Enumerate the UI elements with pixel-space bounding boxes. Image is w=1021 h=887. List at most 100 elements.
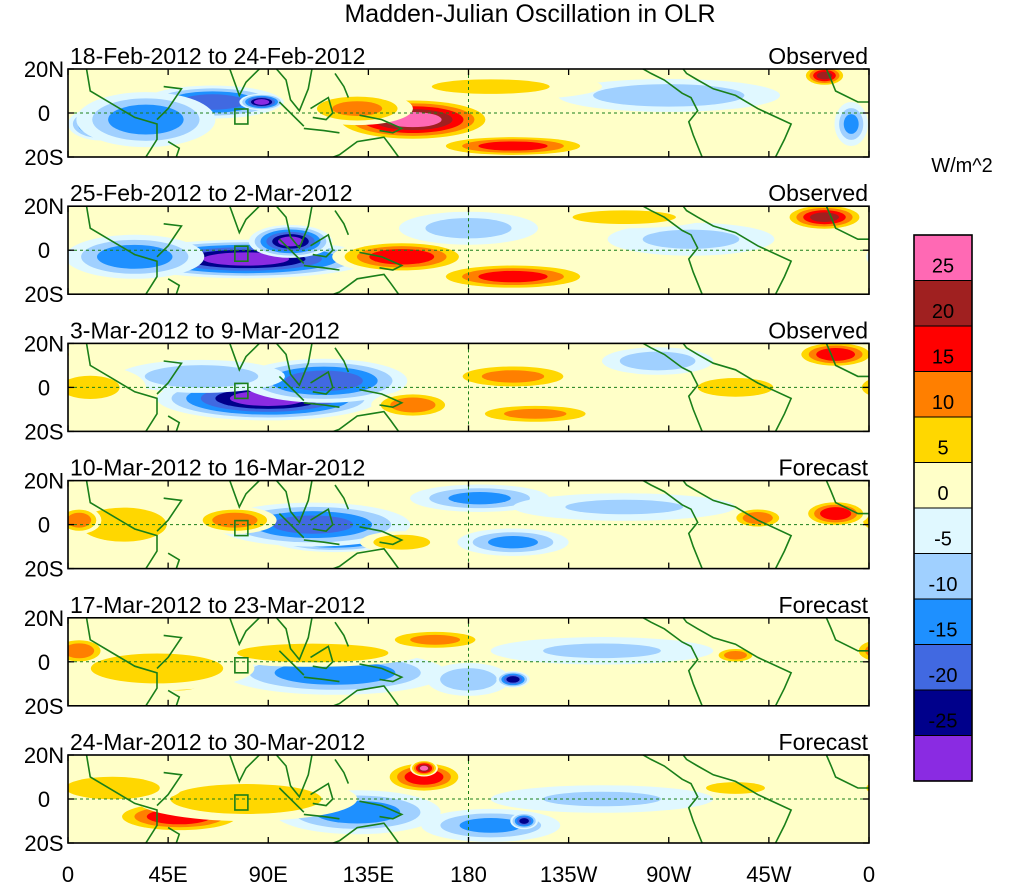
olr-anomaly-blob xyxy=(382,760,466,794)
y-tick-label: 0 xyxy=(38,513,50,538)
olr-anomaly-blob xyxy=(513,493,736,521)
panel-kind-label: Observed xyxy=(768,180,868,206)
coastlines xyxy=(85,755,869,843)
americas-west-coast xyxy=(641,617,703,706)
java-coast xyxy=(303,402,340,408)
olr-anomaly-blob xyxy=(410,759,438,777)
horn-of-africa-coast xyxy=(156,360,183,395)
y-tick-label: 20S xyxy=(24,694,63,719)
x-tick-label: 45E xyxy=(149,862,188,887)
panel-period-label: 17-Mar-2012 to 23-Mar-2012 xyxy=(70,592,365,618)
coastlines xyxy=(85,617,869,706)
java-coast xyxy=(303,127,340,134)
panel-kind-label: Forecast xyxy=(779,455,869,481)
colorbar-level-label: -20 xyxy=(929,665,958,687)
y-tick-label: 0 xyxy=(38,375,50,400)
y-tick-label: 0 xyxy=(38,238,50,263)
olr-anomaly-blob xyxy=(802,69,847,87)
africa-coast xyxy=(85,69,158,157)
olr-anomaly-blob xyxy=(802,499,869,528)
indochina-coast xyxy=(275,69,313,113)
maldives-box xyxy=(234,245,249,262)
colorbar-level-label: 15 xyxy=(932,347,954,369)
panel-kind-label: Observed xyxy=(768,317,868,343)
americas-west-coast xyxy=(641,343,703,432)
india-coast xyxy=(228,617,261,647)
y-tick-label: 0 xyxy=(38,650,50,675)
borneo-coast xyxy=(310,782,334,807)
coastlines xyxy=(85,480,869,569)
java-coast xyxy=(303,264,340,271)
olr-anomaly-blob xyxy=(398,211,539,245)
olr-anomaly-blob xyxy=(490,637,714,665)
new-guinea-coast xyxy=(359,800,404,820)
y-tick-label: 20N xyxy=(24,606,64,631)
philippines-coast xyxy=(334,210,350,236)
y-tick-label: 20S xyxy=(24,419,63,444)
indochina-coast xyxy=(275,480,313,524)
colorbar-swatch xyxy=(913,689,973,736)
west-africa-coast xyxy=(825,343,869,378)
olr-anomaly-blob xyxy=(782,206,867,231)
borneo-coast xyxy=(310,370,334,395)
panel-period-label: 24-Mar-2012 to 30-Mar-2012 xyxy=(70,729,365,755)
australia-coast xyxy=(331,273,400,295)
y-tick-label: 20S xyxy=(24,145,63,170)
olr-anomaly-blob xyxy=(360,531,444,554)
colorbar-swatch xyxy=(913,462,973,509)
americas-east-coast xyxy=(682,755,793,843)
borneo-coast xyxy=(310,233,334,258)
maldives-box xyxy=(234,794,249,811)
sumatra-coast xyxy=(278,101,305,127)
australia-coast xyxy=(331,136,400,157)
americas-east-coast xyxy=(682,343,793,432)
olr-anomaly-blob xyxy=(602,347,714,375)
philippines-coast xyxy=(334,72,350,98)
africa-coast xyxy=(85,343,158,432)
x-tick-label: 90E xyxy=(249,862,288,887)
colorbar-level-label: 20 xyxy=(932,301,954,323)
panel-1: 20N 0 20S 18-Feb-2012 to 24-Feb-2012 Observe… xyxy=(24,43,870,170)
panel-period-label: 25-Feb-2012 to 2-Mar-2012 xyxy=(70,180,353,206)
indochina-coast xyxy=(275,755,313,799)
colorbar-level-label: -25 xyxy=(929,711,958,733)
maldives-box xyxy=(234,656,249,674)
x-tick-label: 0 xyxy=(863,862,875,887)
india-coast xyxy=(228,206,261,235)
sumatra-coast xyxy=(278,513,305,539)
americas-west-coast xyxy=(641,206,703,295)
olr-anomaly-blob xyxy=(557,78,780,112)
y-tick-label: 20N xyxy=(24,743,64,768)
y-tick-label: 20N xyxy=(24,57,64,82)
panel-kind-label: Forecast xyxy=(779,592,869,618)
borneo-coast xyxy=(310,96,334,121)
y-tick-label: 20N xyxy=(24,194,64,219)
maldives-box xyxy=(234,382,249,400)
indochina-coast xyxy=(275,343,313,387)
new-guinea-coast xyxy=(359,251,404,271)
americas-west-coast xyxy=(641,69,703,157)
olr-anomaly-blob xyxy=(429,135,597,157)
americas-east-coast xyxy=(682,480,793,569)
west-africa-coast xyxy=(825,755,869,789)
india-coast xyxy=(228,69,261,98)
colorbar-level-label: 10 xyxy=(932,392,954,414)
horn-of-africa-coast xyxy=(156,223,183,258)
x-axis: 0 45E 90E 135E 180 135W 90W 45W 0 xyxy=(62,862,875,887)
new-guinea-coast xyxy=(359,663,404,683)
indochina-coast xyxy=(275,617,313,662)
sumatra-coast xyxy=(278,650,305,676)
y-tick-label: 0 xyxy=(38,101,50,126)
colorbar-swatch xyxy=(913,280,973,327)
coastlines xyxy=(85,343,869,432)
africa-coast xyxy=(85,480,158,569)
panel-period-label: 3-Mar-2012 to 9-Mar-2012 xyxy=(70,317,340,343)
olr-anomaly-blob xyxy=(248,224,333,258)
west-africa-coast xyxy=(825,480,869,515)
west-africa-coast xyxy=(825,617,869,652)
madagascar-coast xyxy=(167,278,181,295)
horn-of-africa-coast xyxy=(156,497,183,532)
olr-anomaly-blob xyxy=(540,206,708,229)
new-guinea-coast xyxy=(359,388,404,409)
